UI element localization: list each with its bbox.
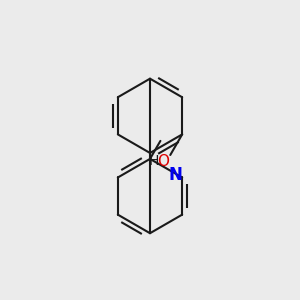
Text: O: O	[157, 154, 169, 169]
Text: H: H	[149, 154, 159, 168]
Text: N: N	[169, 166, 183, 184]
